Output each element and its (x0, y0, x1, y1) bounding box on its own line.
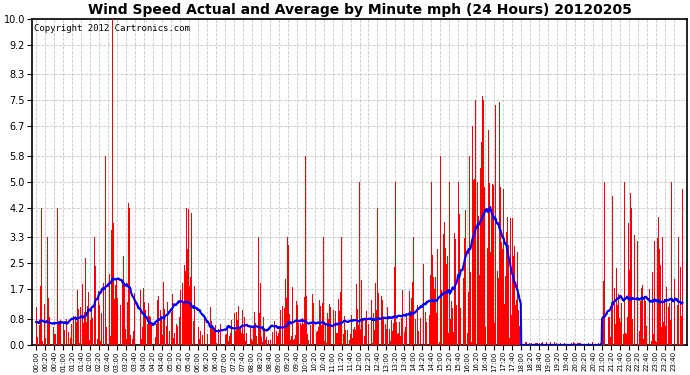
Text: Copyright 2012 Cartronics.com: Copyright 2012 Cartronics.com (34, 24, 190, 33)
Title: Wind Speed Actual and Average by Minute mph (24 Hours) 20120205: Wind Speed Actual and Average by Minute … (88, 3, 631, 18)
